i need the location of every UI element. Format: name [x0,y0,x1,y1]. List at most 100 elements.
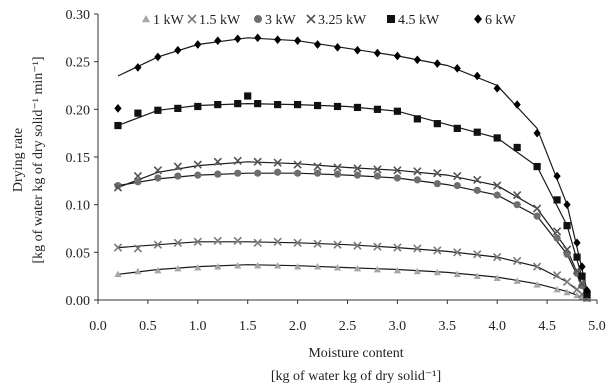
data-point [563,200,571,209]
x-tick-label: 3.0 [389,319,407,334]
data-point [473,175,482,185]
data-point [134,267,142,275]
y-tick-label: 0.30 [66,8,91,23]
x-axis-title-line2: [kg of water kg of dry solid⁻¹] [271,369,441,384]
data-point [553,196,561,204]
data-point [214,170,222,178]
data-point [373,265,382,273]
data-point [413,115,421,123]
x-tick-label: 2.5 [339,319,357,334]
data-point [393,166,402,175]
data-point [313,101,322,110]
data-point [393,174,401,182]
x-tick-label: 2.0 [289,319,307,334]
data-point [254,169,262,177]
data-point [373,105,382,113]
data-point [214,36,222,46]
data-point [512,190,522,200]
x-tick-label: 4.5 [538,319,556,334]
data-point [353,241,362,250]
data-point [254,33,262,43]
legend-marker [187,14,197,24]
data-point [313,169,322,177]
data-point [513,201,521,209]
data-point [173,162,183,171]
y-tick-label: 0.00 [66,294,91,309]
data-point [194,102,202,111]
data-point [533,212,541,220]
legend-label: 3.25 kW [318,13,367,28]
legend-label: 1.5 kW [199,13,241,28]
y-tick-label: 0.05 [66,246,91,261]
data-point [453,171,462,181]
data-point [353,45,362,55]
legend: 1 kW 1.5 kW 3 kW 3.25 kW 4.5 kW 6 kW [142,13,517,28]
data-point [353,171,362,179]
data-point [333,170,342,178]
data-point [194,40,202,49]
data-point [453,64,461,73]
x-tick-label: 1.0 [189,319,207,334]
data-point [532,204,542,213]
data-point [493,252,502,262]
data-point [562,277,572,287]
legend-label: 3 kW [265,13,297,28]
data-point [512,256,522,266]
data-point [453,182,461,190]
data-point [153,166,163,175]
data-point [353,103,362,112]
data-point [433,180,441,188]
data-point [533,128,541,138]
data-point [213,236,222,246]
fit-line-series-3 [117,161,588,296]
data-point [493,274,501,281]
data-point [333,263,342,271]
data-point [433,169,442,178]
data-point [273,158,282,167]
data-point [333,240,342,249]
legend-label: 6 kW [485,13,517,28]
data-point [134,63,142,72]
legend-marker [474,14,482,24]
data-point [194,171,202,179]
data-point [393,243,402,252]
data-point [373,172,382,180]
data-point [193,160,202,169]
data-point [577,279,587,288]
data-point [154,266,162,274]
data-point [433,268,441,276]
data-point [453,248,462,257]
data-point [134,109,142,117]
x-tick-label: 3.5 [439,319,457,334]
legend-marker [387,15,395,23]
x-axis-title-line1: Moisture content [308,346,403,361]
data-point [153,240,163,249]
y-tick-label: 0.20 [66,103,91,118]
x-tick-label: 5.0 [588,319,606,334]
data-point [553,234,561,242]
data-point [573,238,581,248]
legend-marker [142,15,150,23]
data-point [433,120,441,128]
data-point [552,227,562,236]
legend-label: 1 kW [153,13,185,28]
data-point [294,36,302,46]
data-point [274,100,282,109]
data-point [133,244,143,253]
data-point [553,285,561,293]
data-point [174,45,182,55]
x-tick-label: 0.5 [139,319,157,334]
data-point [413,244,422,253]
data-point [274,262,282,269]
x-tick-label: 1.5 [239,319,257,334]
data-point [473,71,481,81]
data-point [174,172,182,180]
data-point [373,242,382,251]
legend-marker [254,15,262,23]
data-markers [113,33,592,303]
data-point [114,182,122,190]
data-point [274,35,282,45]
fit-line-series-0 [117,264,588,300]
data-point [333,43,342,52]
data-point [114,270,122,278]
